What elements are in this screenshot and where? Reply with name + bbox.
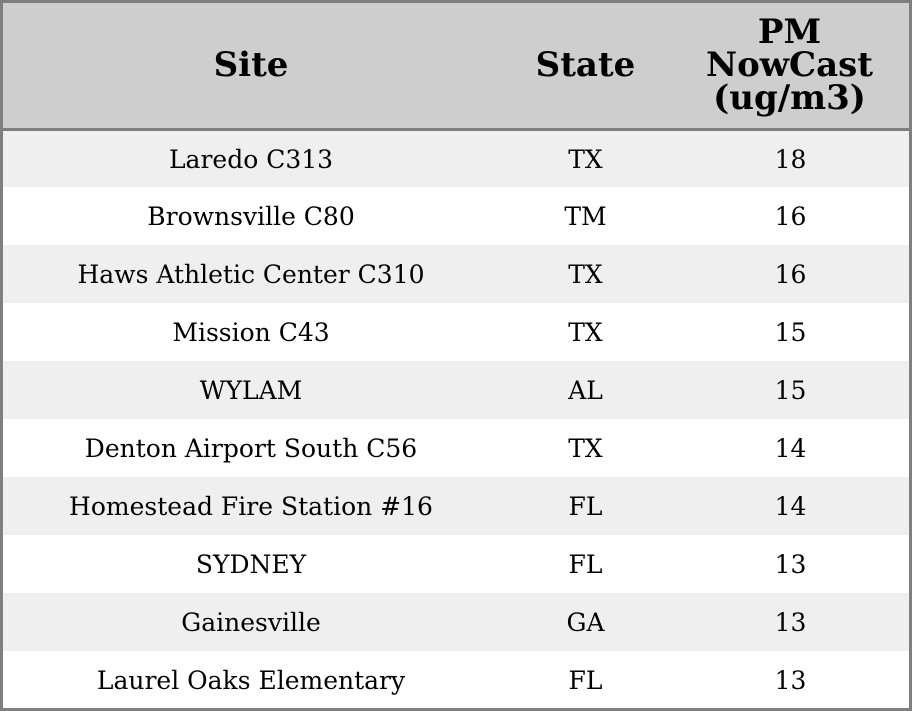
header-site: Site <box>3 3 499 131</box>
cell-pm: 14 <box>774 433 807 463</box>
header-pm-line1: PM <box>757 11 822 52</box>
table-row: Brownsville C80 TM 16 <box>3 187 909 245</box>
cell-site: Laredo C313 <box>168 145 334 175</box>
cell-site: Brownsville C80 <box>147 201 355 231</box>
cell-pm: 16 <box>774 259 807 289</box>
cell-site: Denton Airport South C56 <box>84 433 418 463</box>
cell-pm: 15 <box>774 375 807 405</box>
header-pm-nowcast: PM NowCast (ug/m3) <box>672 3 909 131</box>
cell-site: Homestead Fire Station #16 <box>69 491 433 521</box>
cell-state: TX <box>568 259 603 289</box>
cell-site: Mission C43 <box>172 317 330 347</box>
cell-site: Haws Athletic Center C310 <box>77 259 425 289</box>
table-row: WYLAM AL 15 <box>3 361 909 419</box>
header-state: State <box>499 3 672 131</box>
cell-site: Gainesville <box>181 607 321 637</box>
cell-state: TM <box>564 201 607 231</box>
cell-site: WYLAM <box>199 375 303 405</box>
cell-site: SYDNEY <box>195 549 307 579</box>
table-row: Laredo C313 TX 18 <box>3 129 909 187</box>
cell-state: AL <box>568 375 603 405</box>
header-row: Site State PM NowCast (ug/m3) <box>3 3 909 131</box>
cell-pm: 13 <box>774 607 807 637</box>
cell-pm: 18 <box>774 145 807 175</box>
table-row: Haws Athletic Center C310 TX 16 <box>3 245 909 303</box>
cell-state: FL <box>568 549 603 579</box>
cell-pm: 14 <box>774 491 807 521</box>
table-row: Gainesville GA 13 <box>3 593 909 651</box>
cell-state: FL <box>568 665 603 695</box>
table-row: Homestead Fire Station #16 FL 14 <box>3 477 909 535</box>
cell-pm: 15 <box>774 317 807 347</box>
cell-state: TX <box>568 433 603 463</box>
table-row: Denton Airport South C56 TX 14 <box>3 419 909 477</box>
table-row: Mission C43 TX 15 <box>3 303 909 361</box>
cell-site: Laurel Oaks Elementary <box>96 665 406 695</box>
table-row: SYDNEY FL 13 <box>3 535 909 593</box>
cell-pm: 13 <box>774 665 807 695</box>
cell-state: GA <box>566 607 605 637</box>
cell-state: FL <box>568 491 603 521</box>
cell-pm: 13 <box>774 549 807 579</box>
header-pm-line2: NowCast <box>706 44 873 85</box>
cell-state: TX <box>568 317 603 347</box>
table-body: Laredo C313 TX 18 Brownsville C80 TM 16 … <box>3 129 909 708</box>
cell-pm: 16 <box>774 201 807 231</box>
header-pm-line3: (ug/m3) <box>713 77 866 118</box>
table-row: Laurel Oaks Elementary FL 13 <box>3 651 909 708</box>
pm-nowcast-table: Site State PM NowCast (ug/m3) Laredo C31… <box>3 3 909 708</box>
table-header: Site State PM NowCast (ug/m3) <box>3 3 909 131</box>
cell-state: TX <box>568 145 603 175</box>
